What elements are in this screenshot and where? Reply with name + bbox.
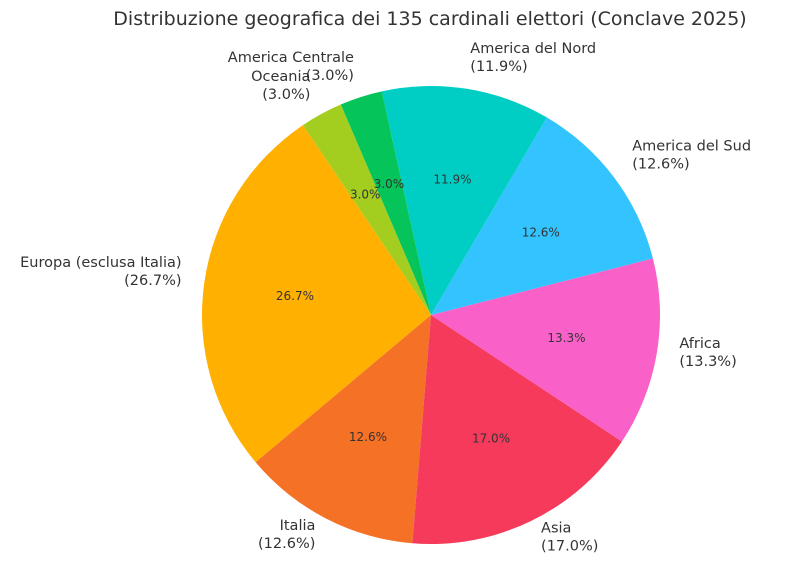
pie-slice-america-del-nord [381,86,547,316]
pie-category-label-america-del-sud: America del Sud (12.6%) [632,139,751,173]
pie-slice-africa [431,258,661,442]
pie-category-label-america-del-nord: America del Nord (11.9%) [470,41,596,75]
pie-slices [201,86,661,544]
pie-percent-label-oceania: 3.0% [350,187,381,201]
pie-category-label-italia: Italia (12.6%) [258,518,315,552]
pie-percent-label-africa: 13.3% [547,331,585,345]
pie-slice-asia [412,315,622,544]
pie-percent-label-america-del-nord: 11.9% [433,172,471,186]
pie-percent-label-europa-esclusa-italia: 26.7% [276,289,314,303]
pie-percent-labels: 26.7% 12.6% 17.0% 13.3% 12.6% 11.9% 3.0%3.0% [276,172,586,445]
pie-slice-oceania [302,104,431,315]
pie-slice-america-del-sud [431,117,653,315]
pie-slice-america-centrale [340,91,431,315]
pie-slice-italia [255,315,431,544]
pie-percent-label-italia: 12.6% [349,430,387,444]
pie-slice-europa-esclusa-italia [201,125,431,463]
pie-category-label-africa: Africa (13.3%) [679,336,736,370]
pie-category-labels: Europa (esclusa Italia) (26.7%) Italia (12.… [20,41,751,554]
pie-category-label-oceania: Oceania (3.0%) [251,69,310,103]
chart-title: Distribuzione geografica dei 135 cardina… [113,8,746,30]
pie-percent-label-america-del-sud: 12.6% [522,225,560,239]
pie-percent-label-america-centrale: 3.0% [374,177,405,191]
pie-category-label-america-centrale: America Centrale (3.0%) [228,50,354,84]
pie-category-label-europa-esclusa-italia: Europa (esclusa Italia) (26.7%) [20,255,181,289]
pie-percent-label-asia: 17.0% [472,432,510,446]
pie-category-label-asia: Asia (17.0%) [541,521,598,555]
